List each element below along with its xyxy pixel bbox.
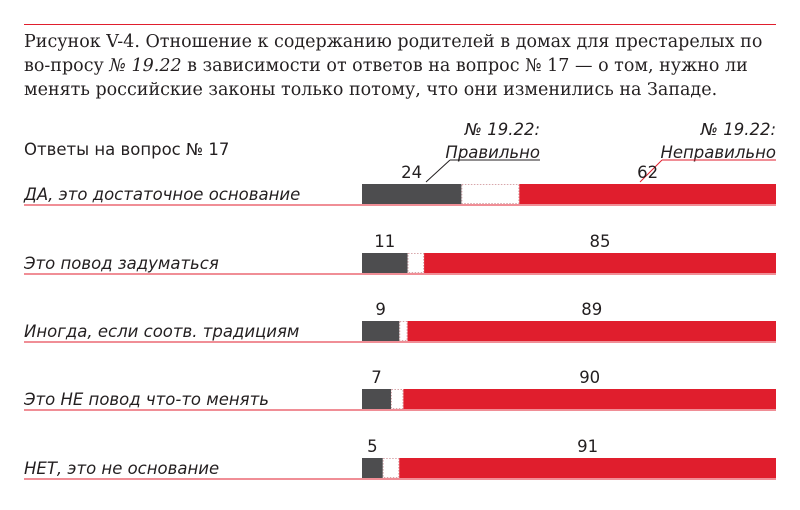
value-label-incorrect: 62 xyxy=(637,163,658,182)
value-label-incorrect: 91 xyxy=(577,437,598,456)
value-label-incorrect: 85 xyxy=(590,232,611,251)
category-label: НЕТ, это не основание xyxy=(24,459,219,478)
legend-incorrect-line1: № 19.22: xyxy=(700,120,776,139)
bar-remainder xyxy=(461,184,520,204)
bar-incorrect xyxy=(519,184,776,204)
category-label: Это НЕ повод что-то менять xyxy=(23,390,269,409)
legend-correct-line2: Правильно xyxy=(445,143,540,162)
categories-header: Ответы на вопрос № 17 xyxy=(24,140,230,159)
legend-correct-leader xyxy=(425,159,451,183)
value-label-correct: 11 xyxy=(374,232,395,251)
bar-incorrect xyxy=(403,389,776,409)
bar-remainder xyxy=(407,253,425,273)
bar-correct xyxy=(362,253,408,273)
legend-correct-line1: № 19.22: xyxy=(464,120,540,139)
bar-remainder xyxy=(382,458,400,478)
bar-correct xyxy=(362,458,383,478)
value-label-correct: 9 xyxy=(375,300,386,319)
bar-correct xyxy=(362,389,391,409)
bar-incorrect xyxy=(399,458,776,478)
bar-incorrect xyxy=(424,253,776,273)
value-label-incorrect: 89 xyxy=(581,300,602,319)
value-label-incorrect: 90 xyxy=(579,368,600,387)
legend-incorrect: № 19.22: Неправильно xyxy=(630,118,776,164)
value-label-correct: 7 xyxy=(371,368,382,387)
top-rule xyxy=(24,24,776,25)
figure-title: Рисунок V-4. Отношение к содержанию роди… xyxy=(24,32,763,100)
legend-correct: № 19.22: Правильно xyxy=(430,118,540,164)
value-label-correct: 5 xyxy=(367,437,378,456)
value-label-correct: 24 xyxy=(401,163,422,182)
bar-correct xyxy=(362,184,462,204)
bar-remainder xyxy=(390,389,404,409)
bar-remainder xyxy=(399,321,408,341)
category-label: Это повод задуматься xyxy=(23,254,219,273)
category-label: ДА, это достаточное основание xyxy=(23,185,300,204)
bar-incorrect xyxy=(407,321,776,341)
legend-incorrect-leader xyxy=(639,159,663,183)
bar-correct xyxy=(362,321,400,341)
legend-incorrect-line2: Неправильно xyxy=(660,143,776,162)
category-label: Иногда, если соотв. традициям xyxy=(24,322,299,341)
